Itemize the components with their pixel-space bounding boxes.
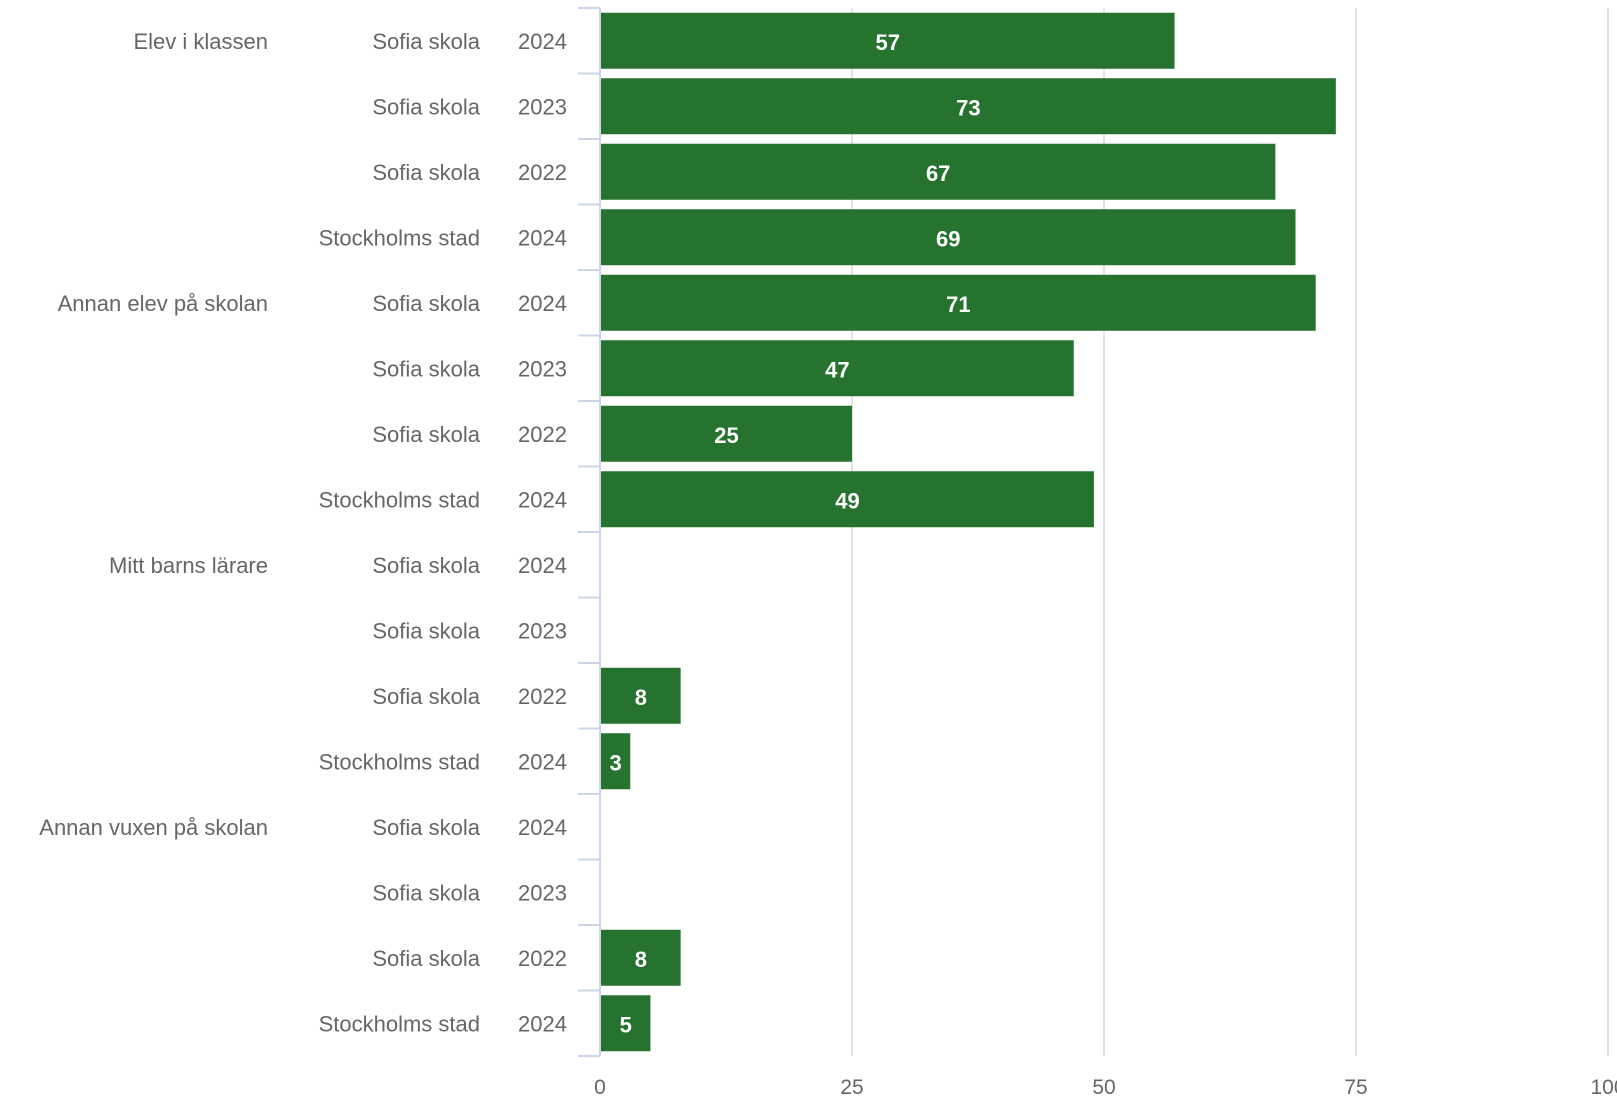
bar[interactable]	[601, 471, 1094, 528]
data-label: 73	[956, 95, 980, 120]
data-label: 8	[635, 685, 647, 710]
bar[interactable]	[601, 209, 1296, 266]
group-label: Annan vuxen på skolan	[39, 815, 268, 840]
category-axis	[578, 7, 601, 1057]
unit-label: Sofia skola	[372, 29, 480, 54]
bars: 57 73 67 69 71 47 25 49 8 3 8 5	[601, 12, 1336, 1052]
unit-label: Stockholms stad	[319, 749, 480, 774]
x-tick-label: 75	[1344, 1076, 1367, 1099]
year-label: 2024	[518, 291, 567, 316]
unit-label: Sofia skola	[372, 291, 480, 316]
bar[interactable]	[601, 12, 1175, 69]
unit-label: Sofia skola	[372, 684, 480, 709]
year-label: 2023	[518, 618, 567, 643]
x-tick-label: 50	[1092, 1076, 1115, 1099]
year-label: 2022	[518, 160, 567, 185]
group-label: Mitt barns lärare	[109, 553, 268, 578]
bar[interactable]	[601, 274, 1316, 331]
year-label: 2023	[518, 356, 567, 381]
x-tick-label: 100	[1590, 1076, 1617, 1099]
unit-label: Sofia skola	[372, 422, 480, 447]
year-label: 2024	[518, 749, 567, 774]
data-label: 5	[620, 1012, 632, 1037]
bar[interactable]	[601, 667, 681, 724]
category-labels: Elev i klassen Sofia skola 2024 Sofia skola…	[39, 29, 567, 1037]
unit-label: Sofia skola	[372, 553, 480, 578]
x-tick-label: 0	[594, 1076, 606, 1099]
x-axis-tick-labels: 0 25 50 75 100	[594, 1076, 1617, 1099]
year-label: 2024	[518, 1011, 567, 1036]
year-label: 2023	[518, 94, 567, 119]
data-label: 67	[926, 161, 950, 186]
data-label: 57	[876, 30, 900, 55]
unit-label: Sofia skola	[372, 160, 480, 185]
unit-label: Sofia skola	[372, 815, 480, 840]
year-label: 2024	[518, 487, 567, 512]
year-label: 2022	[518, 684, 567, 709]
unit-label: Stockholms stad	[319, 225, 480, 250]
bar[interactable]	[601, 929, 681, 986]
unit-label: Sofia skola	[372, 880, 480, 905]
year-label: 2023	[518, 880, 567, 905]
year-label: 2022	[518, 946, 567, 971]
unit-label: Sofia skola	[372, 94, 480, 119]
bar[interactable]	[601, 995, 651, 1052]
unit-label: Sofia skola	[372, 618, 480, 643]
year-label: 2024	[518, 225, 567, 250]
year-label: 2024	[518, 815, 567, 840]
group-label: Annan elev på skolan	[58, 291, 268, 316]
data-label: 71	[946, 292, 970, 317]
bar[interactable]	[601, 733, 631, 790]
bar[interactable]	[601, 340, 1074, 397]
group-label: Elev i klassen	[133, 29, 268, 54]
data-label: 69	[936, 226, 960, 251]
bar[interactable]	[601, 78, 1336, 135]
unit-label: Stockholms stad	[319, 487, 480, 512]
data-label: 8	[635, 947, 647, 972]
unit-label: Sofia skola	[372, 356, 480, 381]
unit-label: Stockholms stad	[319, 1011, 480, 1036]
unit-label: Sofia skola	[372, 946, 480, 971]
data-label: 3	[609, 750, 621, 775]
data-label: 25	[714, 423, 738, 448]
x-tick-label: 25	[840, 1076, 863, 1099]
bar[interactable]	[601, 405, 852, 462]
data-label: 49	[835, 488, 859, 513]
year-label: 2022	[518, 422, 567, 447]
data-label: 47	[825, 357, 849, 382]
year-label: 2024	[518, 29, 567, 54]
bar[interactable]	[601, 143, 1276, 200]
year-label: 2024	[518, 553, 567, 578]
